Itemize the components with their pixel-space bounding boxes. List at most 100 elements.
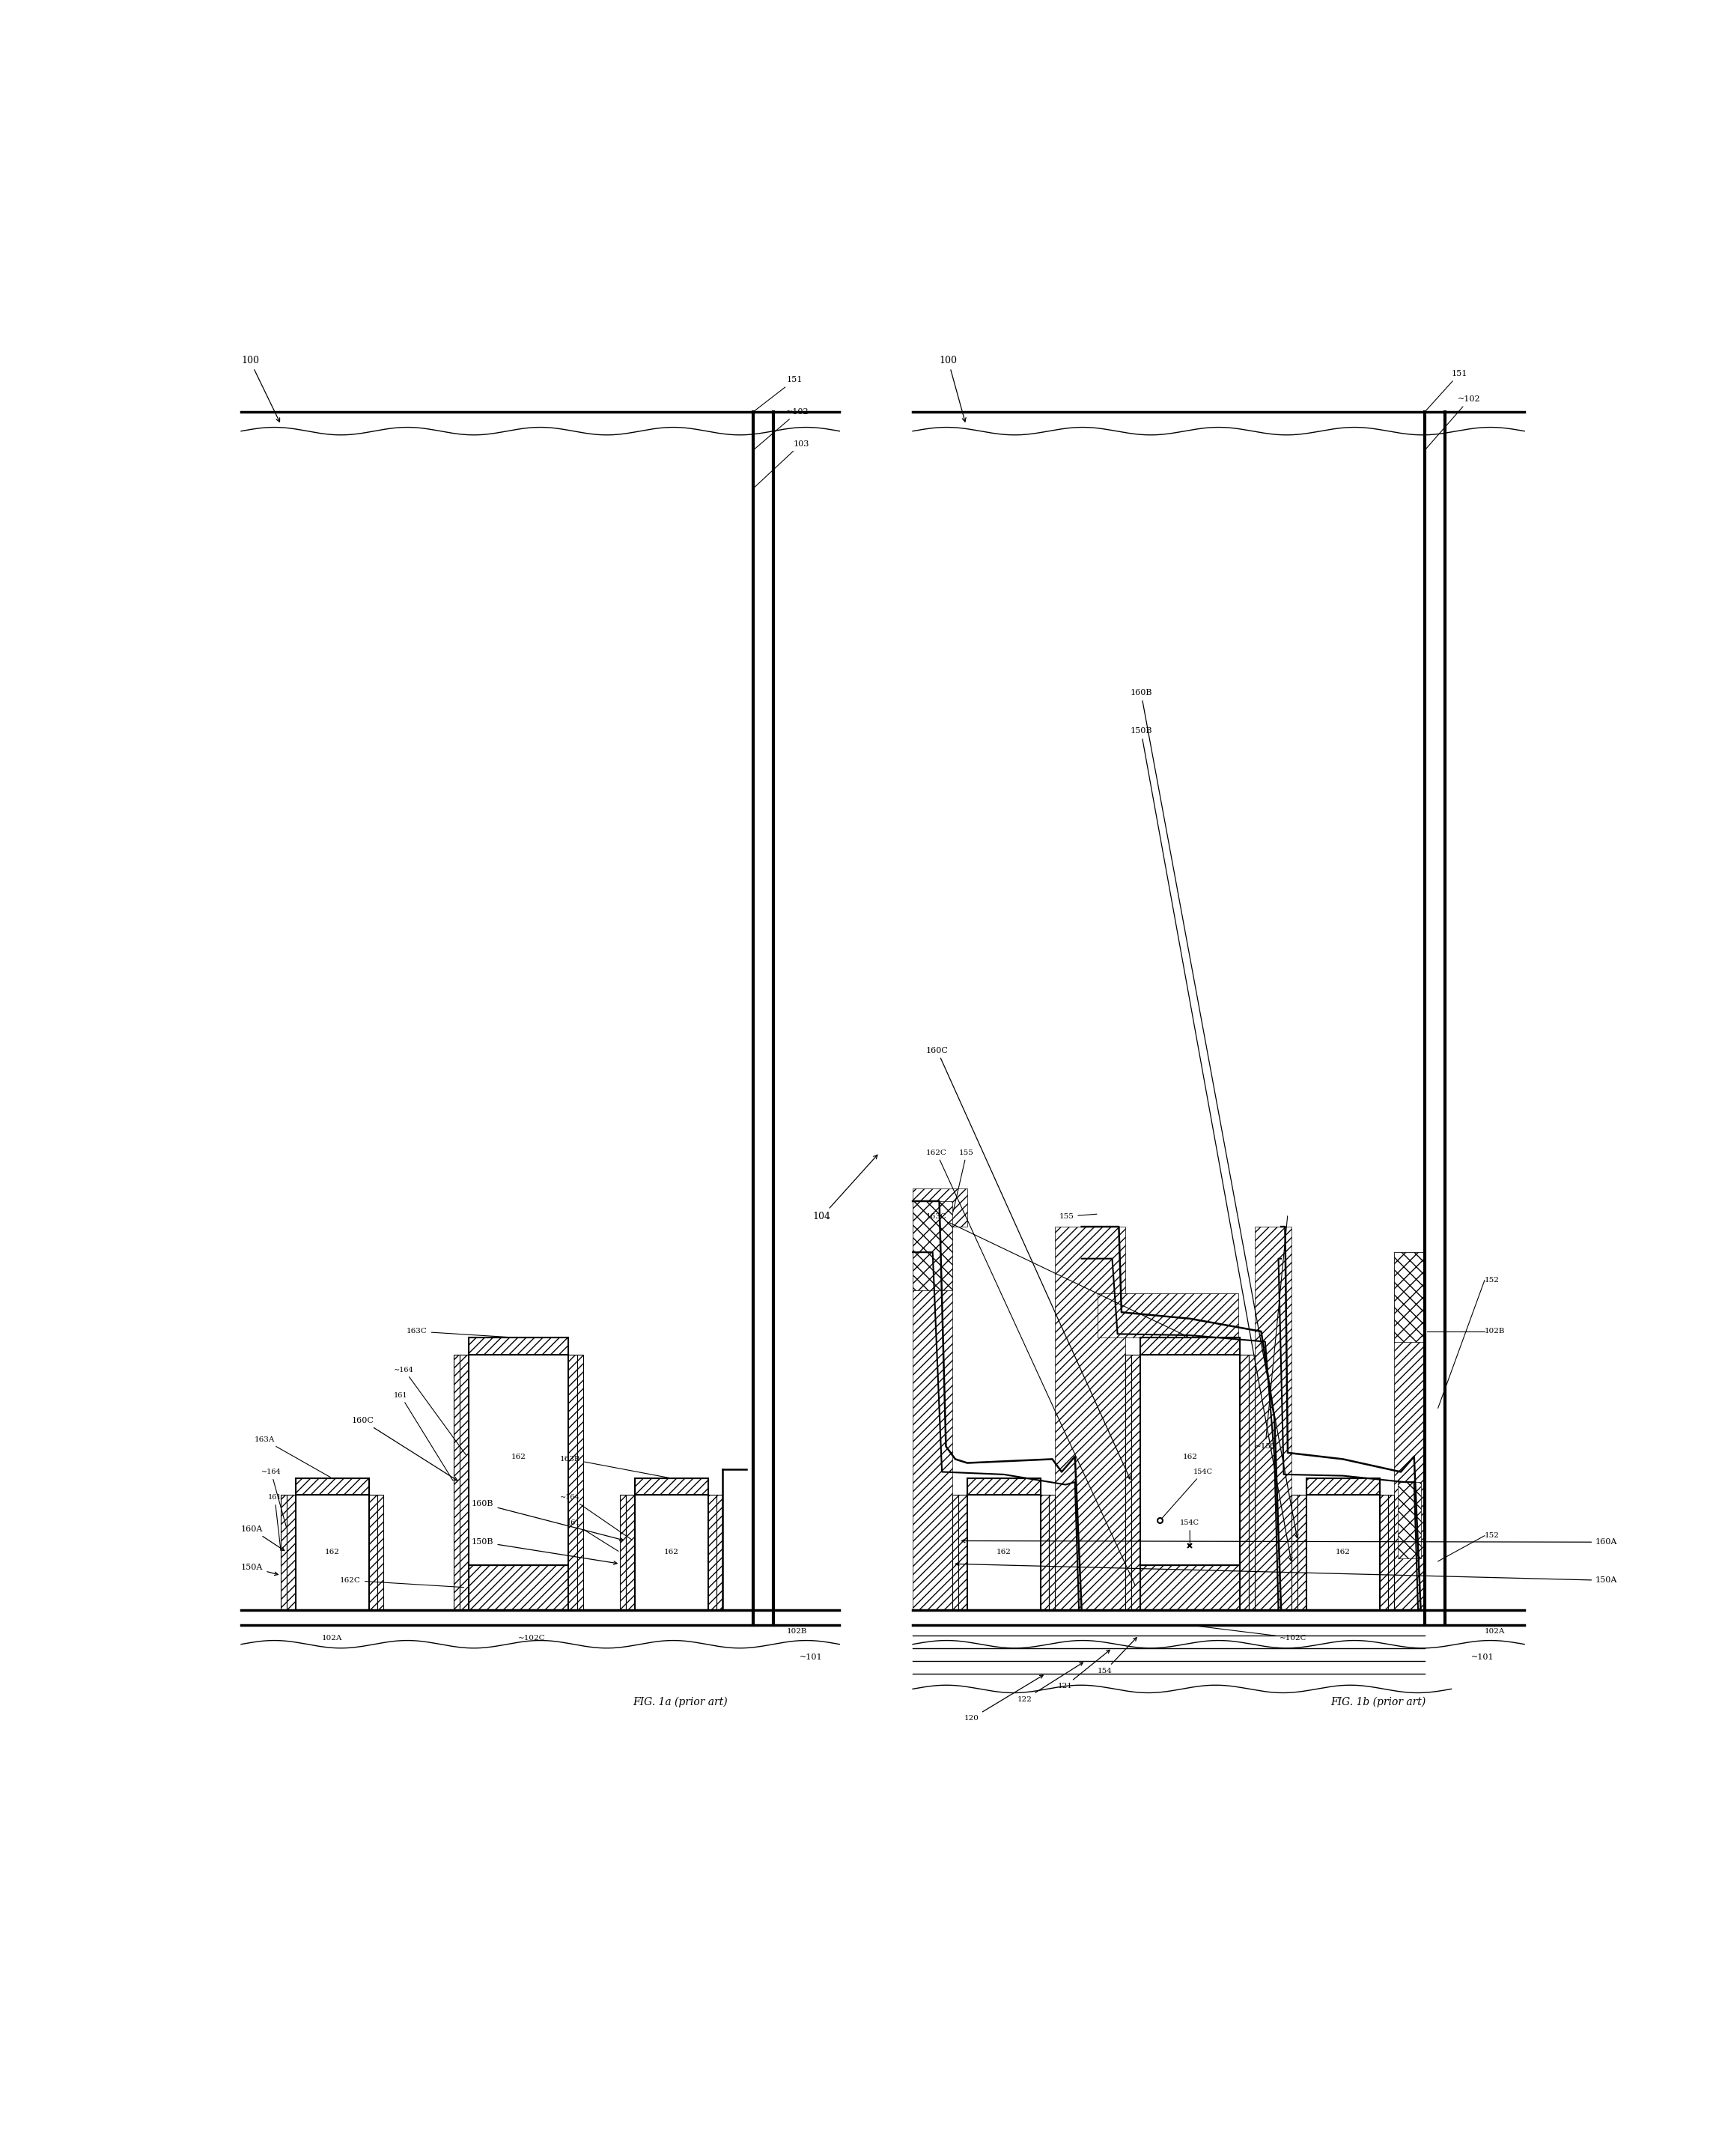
- Text: 162: 162: [1182, 1453, 1198, 1460]
- Bar: [1139, 1565, 1241, 1611]
- Text: FIG. 1a (prior art): FIG. 1a (prior art): [633, 1697, 728, 1708]
- Bar: [468, 1337, 568, 1354]
- Text: 152: 152: [1484, 1533, 1500, 1539]
- Bar: [378, 1494, 383, 1611]
- Text: 160C: 160C: [927, 1046, 1131, 1479]
- Text: 160B: 160B: [472, 1501, 623, 1542]
- Bar: [635, 1479, 709, 1494]
- Text: 150A: 150A: [240, 1563, 278, 1576]
- Text: 150B: 150B: [472, 1539, 618, 1565]
- Text: ~164: ~164: [261, 1468, 287, 1526]
- Text: 160A: 160A: [961, 1539, 1618, 1546]
- Text: 155: 155: [952, 1149, 975, 1212]
- Bar: [1297, 1494, 1306, 1611]
- Text: 155: 155: [1059, 1214, 1097, 1220]
- Text: ~155: ~155: [1254, 1216, 1287, 1449]
- Bar: [1380, 1494, 1388, 1611]
- Text: 163B: 163B: [559, 1455, 669, 1477]
- Text: 150B: 150B: [1131, 727, 1292, 1561]
- Bar: [453, 1354, 460, 1611]
- Text: 121: 121: [1057, 1649, 1110, 1690]
- Text: ~164: ~164: [559, 1494, 631, 1539]
- Text: 102A: 102A: [323, 1634, 343, 1641]
- Text: 161: 161: [268, 1494, 281, 1550]
- Text: 162C: 162C: [927, 1149, 1136, 1585]
- Text: 100: 100: [240, 356, 280, 423]
- Text: 150A: 150A: [956, 1563, 1618, 1585]
- Bar: [287, 1494, 295, 1611]
- Text: 152: 152: [1484, 1276, 1500, 1283]
- Text: ~102: ~102: [1426, 395, 1481, 448]
- Text: ~102C: ~102C: [518, 1634, 546, 1641]
- Text: 162C: 162C: [340, 1576, 463, 1587]
- Bar: [369, 1494, 378, 1611]
- Text: 162: 162: [997, 1548, 1011, 1557]
- Text: 162: 162: [324, 1548, 340, 1557]
- Text: ~164: ~164: [395, 1367, 467, 1455]
- Bar: [281, 1494, 287, 1611]
- Bar: [1040, 1494, 1048, 1611]
- Bar: [635, 1494, 709, 1611]
- Bar: [1254, 1227, 1292, 1611]
- Bar: [1139, 1337, 1241, 1354]
- Text: 102B: 102B: [786, 1628, 807, 1634]
- Text: 104: 104: [813, 1156, 877, 1220]
- Text: 163C: 163C: [927, 1214, 1187, 1337]
- Bar: [468, 1337, 568, 1354]
- Bar: [1306, 1494, 1380, 1611]
- Bar: [1399, 1481, 1421, 1559]
- Text: 162: 162: [511, 1453, 525, 1460]
- Bar: [295, 1479, 369, 1494]
- Text: 160A: 160A: [240, 1526, 285, 1550]
- Bar: [1126, 1354, 1131, 1611]
- Text: FIG. 1b (prior art): FIG. 1b (prior art): [1330, 1697, 1426, 1708]
- Bar: [1393, 1253, 1424, 1341]
- Bar: [1139, 1354, 1241, 1565]
- Text: 161: 161: [566, 1520, 618, 1550]
- Text: 151: 151: [755, 377, 803, 410]
- Text: 151: 151: [1426, 371, 1467, 410]
- Text: ~101: ~101: [800, 1654, 822, 1660]
- Bar: [1241, 1354, 1249, 1611]
- Text: 154: 154: [1097, 1639, 1136, 1675]
- Bar: [1292, 1494, 1297, 1611]
- Bar: [913, 1201, 952, 1291]
- Bar: [295, 1494, 369, 1611]
- Bar: [959, 1494, 968, 1611]
- Bar: [577, 1354, 583, 1611]
- Bar: [619, 1494, 626, 1611]
- Bar: [1249, 1354, 1254, 1611]
- Text: 163C: 163C: [407, 1328, 517, 1337]
- Bar: [1055, 1227, 1126, 1611]
- Bar: [717, 1494, 722, 1611]
- Text: 100: 100: [939, 356, 966, 423]
- Bar: [968, 1494, 1040, 1611]
- Bar: [968, 1479, 1040, 1494]
- Text: 122: 122: [1018, 1662, 1083, 1703]
- Text: 102A: 102A: [1484, 1628, 1505, 1634]
- Text: 160C: 160C: [352, 1416, 456, 1481]
- Bar: [460, 1354, 468, 1611]
- Bar: [635, 1479, 709, 1494]
- Text: 154C: 154C: [1181, 1520, 1199, 1544]
- Text: 160B: 160B: [1131, 690, 1299, 1537]
- Bar: [1098, 1294, 1239, 1337]
- Text: 154C: 154C: [1162, 1468, 1213, 1518]
- Bar: [1139, 1565, 1241, 1611]
- Bar: [1131, 1354, 1139, 1611]
- Bar: [626, 1494, 635, 1611]
- Text: 162: 162: [664, 1548, 680, 1557]
- Text: ~102C: ~102C: [1193, 1626, 1308, 1641]
- Bar: [1139, 1337, 1241, 1354]
- Bar: [952, 1494, 959, 1611]
- Bar: [1306, 1479, 1380, 1494]
- Bar: [568, 1354, 577, 1611]
- Bar: [709, 1494, 717, 1611]
- Bar: [295, 1479, 369, 1494]
- Bar: [913, 1227, 952, 1611]
- Bar: [468, 1565, 568, 1611]
- Bar: [913, 1188, 968, 1227]
- Text: ~101: ~101: [1471, 1654, 1495, 1660]
- Bar: [1388, 1494, 1393, 1611]
- Text: 120: 120: [964, 1675, 1043, 1723]
